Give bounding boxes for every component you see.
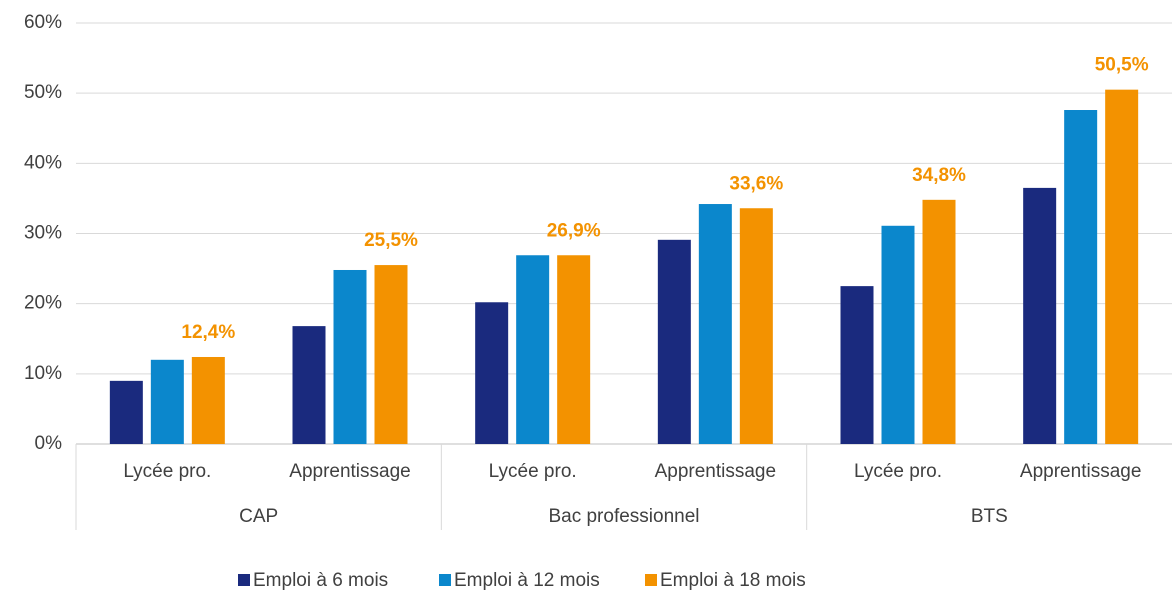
bar bbox=[557, 255, 591, 444]
y-tick-label: 60% bbox=[24, 12, 62, 33]
y-tick-label: 10% bbox=[24, 363, 62, 384]
bar bbox=[374, 265, 408, 444]
data-label: 25,5% bbox=[364, 230, 418, 251]
bar bbox=[516, 255, 550, 444]
y-tick-label: 30% bbox=[24, 223, 62, 244]
bar bbox=[1023, 187, 1057, 444]
data-label: 33,6% bbox=[729, 173, 783, 194]
x-tick-label: Lycée pro. bbox=[123, 461, 211, 482]
legend-swatch bbox=[439, 574, 451, 586]
bar bbox=[1105, 89, 1139, 445]
bar bbox=[657, 239, 691, 444]
legend-label: Emploi à 18 mois bbox=[660, 570, 806, 591]
x-tick-label: Apprentissage bbox=[289, 461, 410, 482]
bar bbox=[698, 204, 732, 444]
group-label: CAP bbox=[239, 506, 278, 527]
data-label: 26,9% bbox=[547, 220, 601, 241]
y-tick-label: 0% bbox=[35, 433, 63, 454]
data-label: 34,8% bbox=[912, 165, 966, 186]
bar bbox=[150, 359, 184, 444]
bar bbox=[292, 326, 326, 444]
bar bbox=[109, 380, 143, 444]
x-tick-label: Apprentissage bbox=[1020, 461, 1141, 482]
x-tick-label: Lycée pro. bbox=[489, 461, 577, 482]
bar bbox=[840, 286, 874, 444]
bar bbox=[1064, 110, 1098, 445]
y-tick-label: 20% bbox=[24, 293, 62, 314]
y-tick-label: 40% bbox=[24, 152, 62, 173]
bar bbox=[881, 225, 915, 444]
legend-swatch bbox=[238, 574, 250, 586]
bar bbox=[191, 356, 225, 444]
data-label: 12,4% bbox=[181, 322, 235, 343]
bar bbox=[922, 199, 956, 444]
x-tick-label: Apprentissage bbox=[655, 461, 776, 482]
y-tick-label: 50% bbox=[24, 82, 62, 103]
bar bbox=[739, 208, 773, 444]
data-label: 50,5% bbox=[1095, 55, 1149, 76]
group-label: BTS bbox=[971, 506, 1008, 527]
bar bbox=[333, 269, 367, 444]
x-tick-label: Lycée pro. bbox=[854, 461, 942, 482]
group-label: Bac professionnel bbox=[548, 506, 699, 527]
legend-label: Emploi à 12 mois bbox=[454, 570, 600, 591]
bar bbox=[475, 302, 509, 444]
legend-label: Emploi à 6 mois bbox=[253, 570, 388, 591]
legend-swatch bbox=[645, 574, 657, 586]
